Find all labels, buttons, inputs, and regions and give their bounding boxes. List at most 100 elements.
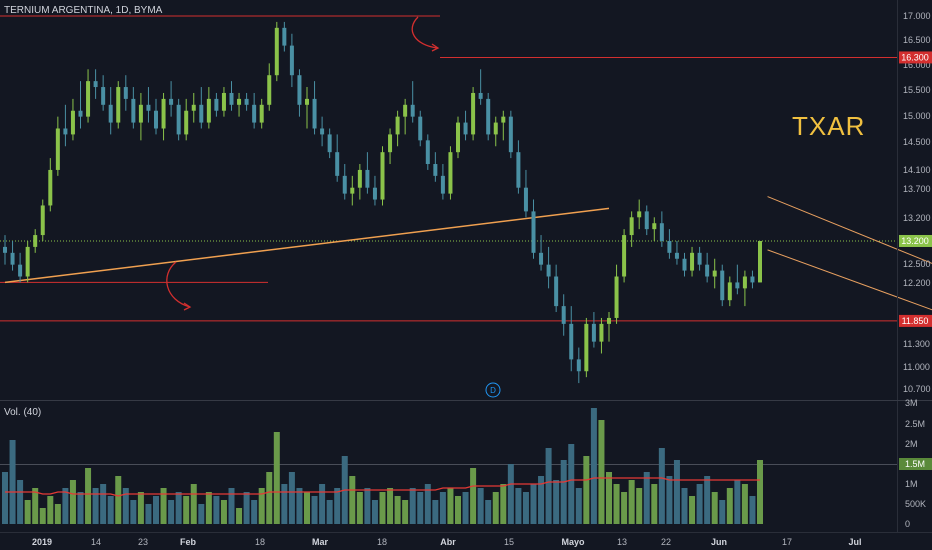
volume-bar[interactable]	[175, 492, 182, 524]
candle-body[interactable]	[456, 122, 460, 153]
candle-body[interactable]	[501, 116, 506, 123]
volume-bar[interactable]	[696, 484, 703, 524]
candle-body[interactable]	[169, 98, 174, 105]
volume-bar[interactable]	[515, 488, 522, 524]
volume-bar[interactable]	[439, 492, 446, 524]
volume-bar[interactable]	[606, 472, 612, 524]
candle-body[interactable]	[229, 92, 234, 105]
volume-bar[interactable]	[447, 488, 454, 524]
volume-bar[interactable]	[500, 484, 507, 524]
volume-bar[interactable]	[251, 500, 258, 524]
candle-series[interactable]	[3, 21, 762, 384]
volume-bar[interactable]	[613, 484, 620, 524]
volume-bar[interactable]	[24, 500, 31, 524]
volume-bar[interactable]	[379, 492, 386, 524]
candle-body[interactable]	[705, 264, 710, 277]
volume-bar[interactable]	[319, 484, 326, 524]
candle-body[interactable]	[637, 211, 642, 218]
candle-body[interactable]	[327, 134, 332, 153]
candle-body[interactable]	[305, 98, 309, 105]
candle-body[interactable]	[244, 98, 249, 105]
candle-body[interactable]	[63, 128, 68, 135]
volume-bar[interactable]	[145, 504, 152, 524]
volume-bar[interactable]	[69, 480, 76, 524]
volume-bar[interactable]	[666, 476, 673, 524]
volume-bar[interactable]	[107, 496, 114, 524]
volume-series[interactable]	[2, 408, 763, 524]
volume-bar[interactable]	[553, 480, 560, 524]
volume-bar[interactable]	[741, 484, 748, 524]
candle-body[interactable]	[667, 240, 672, 253]
volume-bar[interactable]	[220, 500, 227, 524]
candle-body[interactable]	[546, 264, 551, 277]
volume-bar[interactable]	[115, 476, 122, 524]
candle-body[interactable]	[206, 98, 211, 123]
candle-body[interactable]	[267, 75, 272, 105]
volume-bar[interactable]	[689, 496, 696, 524]
volume-bar[interactable]	[273, 432, 280, 524]
candle-body[interactable]	[599, 323, 604, 342]
candle-body[interactable]	[758, 240, 762, 283]
volume-bar[interactable]	[39, 508, 46, 524]
volume-bar[interactable]	[673, 460, 680, 524]
candle-body[interactable]	[10, 252, 15, 265]
candle-body[interactable]	[561, 306, 566, 324]
volume-bar[interactable]	[628, 480, 635, 524]
candle-body[interactable]	[25, 246, 30, 277]
volume-bar[interactable]	[236, 508, 243, 524]
volume-bar[interactable]	[311, 496, 318, 524]
volume-bar[interactable]	[636, 488, 643, 524]
candle-body[interactable]	[86, 81, 91, 117]
volume-bar[interactable]	[432, 500, 439, 524]
candle-body[interactable]	[78, 110, 83, 117]
volume-bar[interactable]	[62, 488, 69, 524]
candle-body[interactable]	[154, 110, 158, 129]
candle-body[interactable]	[18, 264, 23, 277]
candle-body[interactable]	[320, 128, 325, 135]
candle-body[interactable]	[138, 104, 143, 123]
volume-bar[interactable]	[54, 504, 61, 524]
candle-body[interactable]	[486, 98, 491, 135]
candle-body[interactable]	[33, 235, 38, 247]
volume-bar[interactable]	[266, 472, 273, 524]
volume-bar[interactable]	[334, 488, 341, 524]
candle-body[interactable]	[388, 134, 393, 153]
candle-body[interactable]	[478, 92, 483, 99]
candle-body[interactable]	[712, 270, 717, 277]
candle-body[interactable]	[727, 282, 732, 301]
volume-bar[interactable]	[749, 496, 756, 524]
candle-body[interactable]	[237, 98, 242, 105]
candle-body[interactable]	[342, 175, 347, 194]
candle-body[interactable]	[659, 223, 664, 241]
candle-body[interactable]	[622, 235, 627, 277]
volume-bar[interactable]	[205, 492, 212, 524]
candle-body[interactable]	[3, 246, 7, 253]
candle-body[interactable]	[131, 98, 136, 123]
candle-body[interactable]	[614, 276, 619, 318]
candle-body[interactable]	[554, 276, 559, 307]
volume-bar[interactable]	[130, 500, 137, 524]
volume-bar[interactable]	[9, 440, 16, 524]
volume-bar[interactable]	[545, 448, 552, 524]
volume-bar[interactable]	[583, 456, 590, 524]
candle-body[interactable]	[335, 152, 340, 176]
candle-body[interactable]	[161, 98, 166, 129]
volume-bar[interactable]	[326, 500, 333, 524]
volume-bar[interactable]	[77, 492, 84, 524]
candle-body[interactable]	[742, 276, 747, 289]
volume-bar[interactable]	[719, 500, 726, 524]
candle-body[interactable]	[433, 164, 438, 176]
volume-bar[interactable]	[168, 500, 175, 524]
volume-bar[interactable]	[507, 464, 514, 524]
candle-body[interactable]	[214, 98, 219, 111]
candle-body[interactable]	[55, 128, 60, 170]
candle-body[interactable]	[101, 87, 106, 105]
volume-bar[interactable]	[530, 484, 537, 524]
volume-bar[interactable]	[681, 488, 688, 524]
candle-body[interactable]	[539, 252, 544, 265]
candle-body[interactable]	[569, 323, 574, 360]
volume-bar[interactable]	[538, 476, 545, 524]
candle-body[interactable]	[350, 187, 355, 194]
candle-body[interactable]	[607, 317, 611, 324]
volume-bar[interactable]	[658, 448, 665, 524]
